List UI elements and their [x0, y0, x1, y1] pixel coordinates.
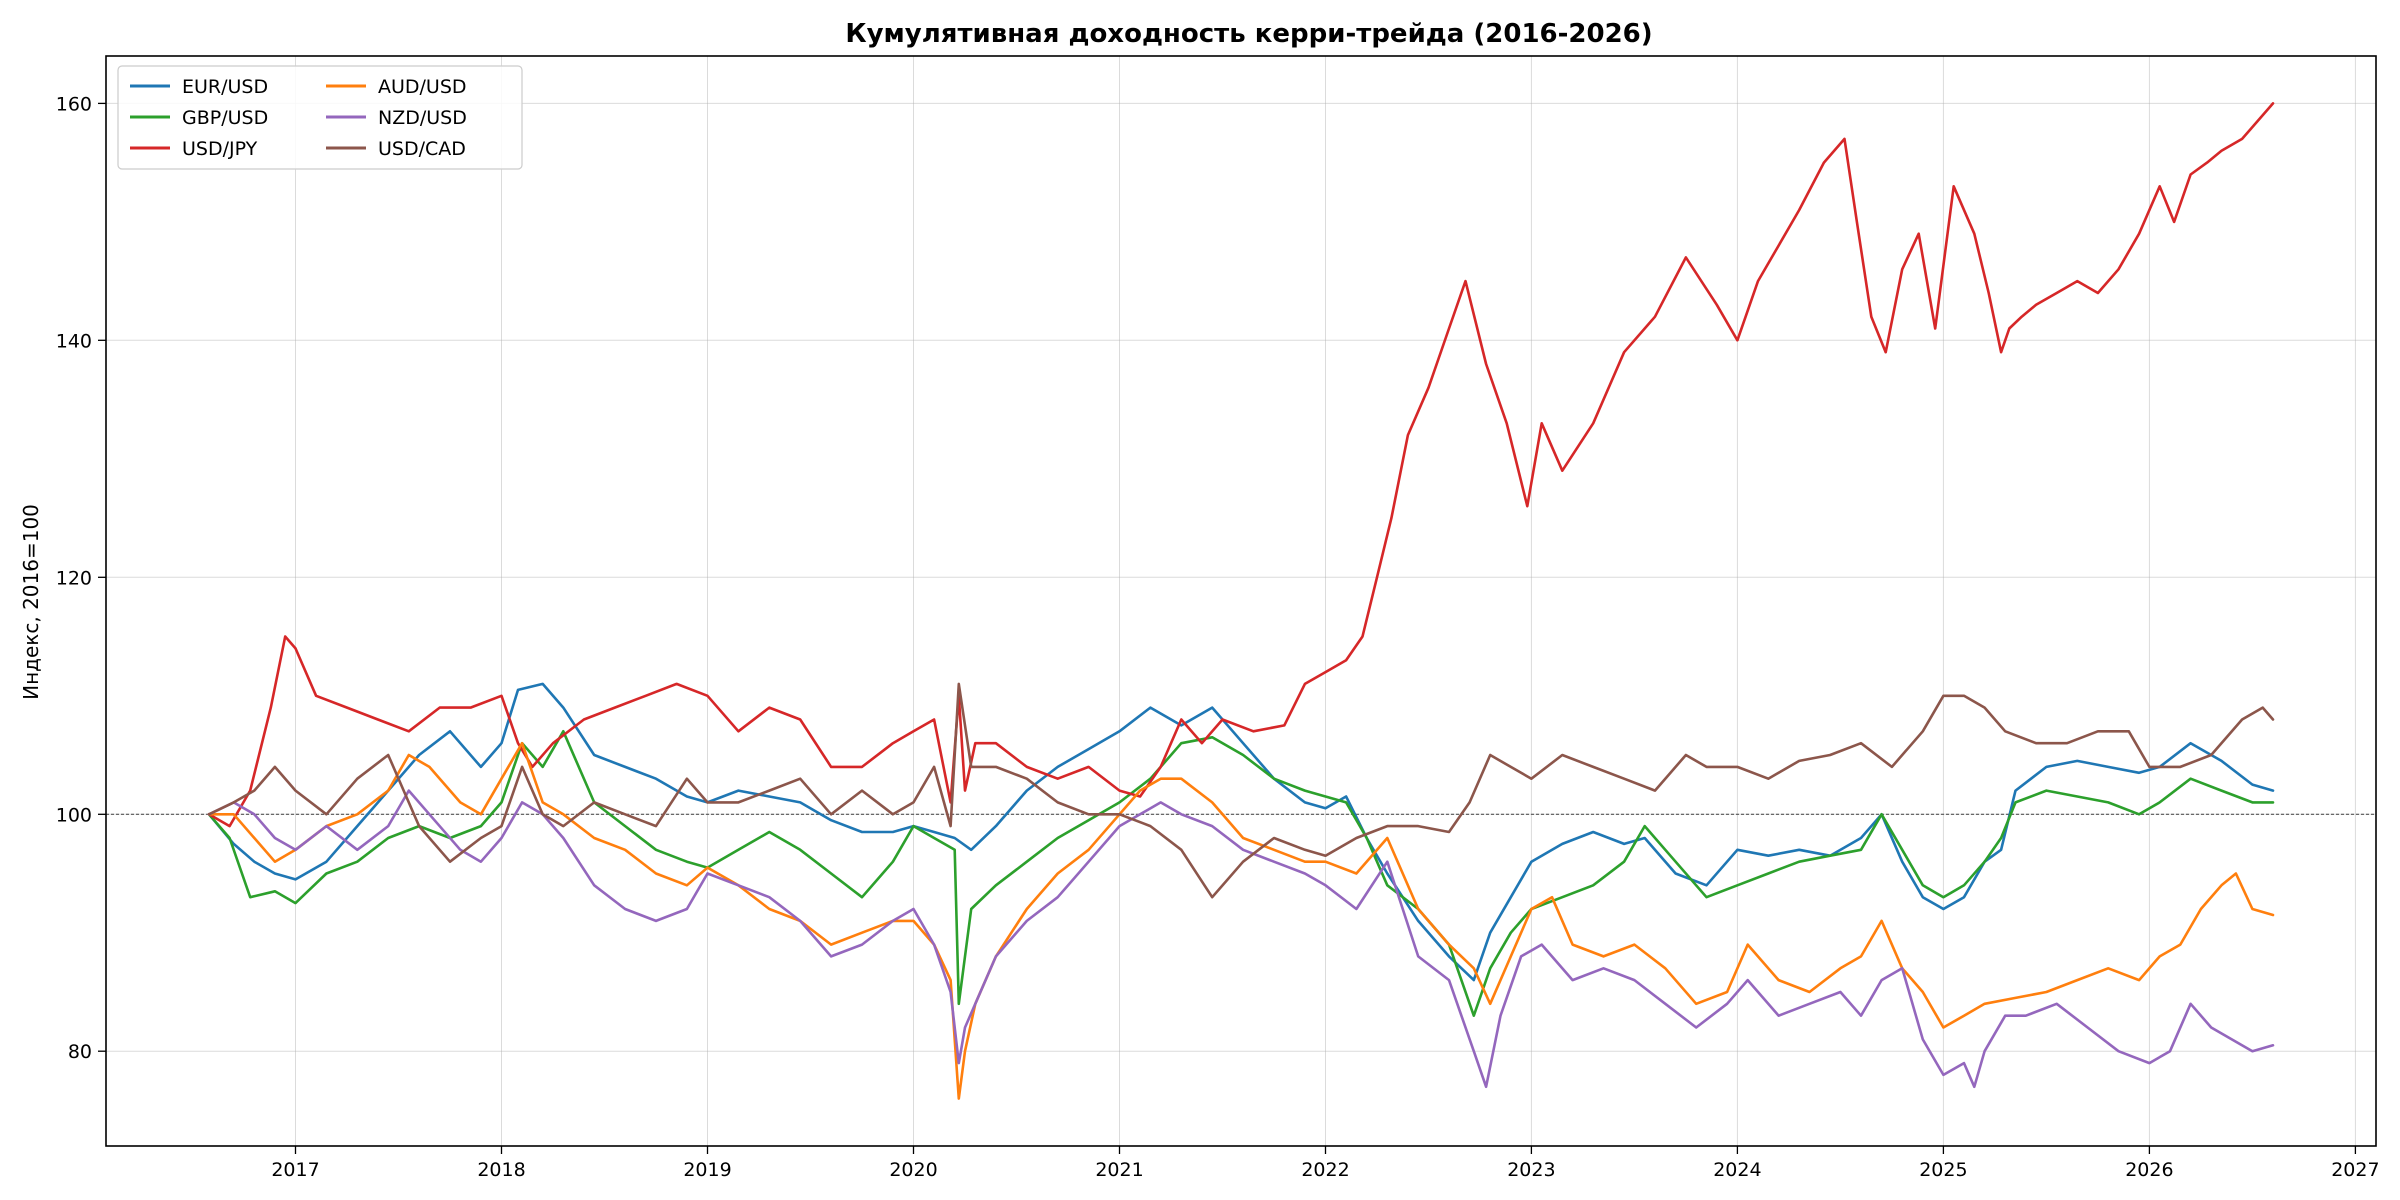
- series-line-gbp-usd: [207, 729, 2275, 1018]
- y-axis: 80 100 120 140 160: [56, 93, 106, 1063]
- y-tick-label: 120: [56, 567, 92, 589]
- y-tick-label: 80: [68, 1041, 92, 1063]
- x-tick-label: 2025: [1919, 1159, 1967, 1181]
- legend-label: EUR/USD: [182, 76, 268, 98]
- x-tick-label: 2023: [1507, 1159, 1555, 1181]
- plot-area-frame: [105, 55, 2377, 1147]
- series-line-aud-usd: [207, 741, 2275, 1100]
- legend-box: [117, 65, 523, 170]
- series-line-usd-cad: [207, 682, 2275, 899]
- series-line-usd-jpy: [207, 102, 2275, 828]
- y-tick-label: 160: [56, 93, 92, 115]
- legend-label: NZD/USD: [378, 107, 467, 129]
- x-tick-label: 2022: [1301, 1159, 1349, 1181]
- x-tick-label: 2026: [2125, 1159, 2173, 1181]
- x-axis: 2017 2018 2019 2020 2021 2022 2023 2024 2025 2026…: [271, 1146, 2380, 1181]
- legend-label: AUD/USD: [378, 76, 467, 98]
- x-tick-label: 2019: [683, 1159, 731, 1181]
- y-axis-label: Индекс, 2016=100: [19, 504, 43, 700]
- y-tick-label: 100: [56, 804, 92, 826]
- x-tick-label: 2018: [477, 1159, 525, 1181]
- chart-title: Кумулятивная доходность керри-трейда (20…: [845, 19, 1652, 49]
- series-lines: [207, 102, 2275, 1100]
- x-tick-label: 2024: [1713, 1159, 1761, 1181]
- y-tick-label: 140: [56, 330, 92, 352]
- x-tick-label: 2021: [1095, 1159, 1143, 1181]
- x-tick-label: 2020: [889, 1159, 937, 1181]
- x-tick-label: 2027: [2331, 1159, 2379, 1181]
- x-tick-label: 2017: [271, 1159, 319, 1181]
- legend-label: USD/CAD: [378, 138, 466, 160]
- legend-label: GBP/USD: [182, 107, 268, 129]
- legend-label: USD/JPY: [182, 138, 258, 160]
- legend: EUR/USD GBP/USD USD/JPY AUD/USD NZD/USD USD/C…: [117, 65, 523, 170]
